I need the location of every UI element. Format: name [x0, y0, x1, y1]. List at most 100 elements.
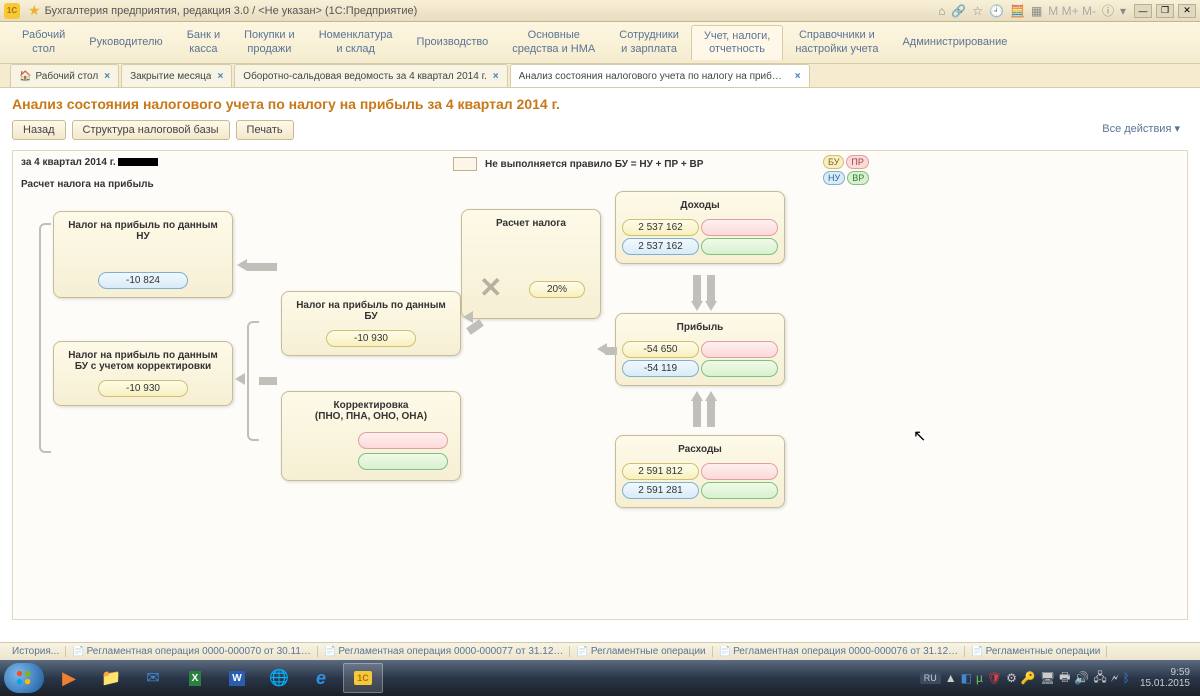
tab-0[interactable]: 🏠Рабочий стол× — [10, 64, 119, 87]
tray-flag-icon[interactable]: ▲ — [945, 671, 957, 685]
status-item-0[interactable]: История... — [6, 646, 66, 657]
language-indicator[interactable]: RU — [920, 672, 941, 684]
legend-vr: ВР — [847, 171, 869, 185]
tab-close-icon[interactable]: × — [493, 71, 499, 82]
nav-item-8[interactable]: Учет, налоги,отчетность — [691, 25, 783, 60]
dropdown-icon[interactable]: ▾ — [1120, 4, 1126, 18]
calc-icon[interactable]: 🧮 — [1010, 4, 1025, 18]
arrow-head — [705, 391, 717, 401]
legend-bu: БУ — [823, 155, 844, 169]
start-button[interactable] — [4, 663, 44, 693]
tray-volume-icon[interactable]: 🔊 — [1074, 671, 1089, 685]
status-item-2[interactable]: 📄Регламентная операция 0000-000077 от 31… — [318, 646, 571, 657]
tray-key-icon[interactable]: 🔑 — [1021, 671, 1036, 685]
nav-item-10[interactable]: Администрирование — [890, 32, 1019, 53]
node-tax-bu[interactable]: Налог на прибыль по данным БУ -10 930 — [281, 291, 461, 356]
expense-bu: 2 591 812 — [622, 463, 699, 480]
tray-app-icon[interactable]: ◧ — [961, 671, 972, 685]
nav-item-4[interactable]: Номенклатураи склад — [307, 25, 405, 59]
tab-close-icon[interactable]: × — [795, 71, 801, 82]
node-correction[interactable]: Корректировка (ПНО, ПНА, ОНО, ОНА) — [281, 391, 461, 481]
legend-pr: ПР — [846, 155, 868, 169]
tray-torrent-icon[interactable]: µ — [976, 671, 983, 685]
structure-button[interactable]: Структура налоговой базы — [72, 120, 230, 140]
taskbar-ie-icon[interactable]: e — [301, 663, 341, 693]
tab-close-icon[interactable]: × — [217, 71, 223, 82]
rule-indicator: Не выполняется правило БУ = НУ + ПР + ВР — [453, 157, 703, 171]
tab-close-icon[interactable]: × — [104, 71, 110, 82]
nav-item-1[interactable]: Руководителю — [77, 32, 174, 53]
system-tray: RU ▲ ◧ µ 🛡 ⚙ 🔑 🖥 🖶 🔊 🖧 🗲 ᛒ 9:59 15.01.20… — [920, 667, 1196, 689]
taskbar-media-icon[interactable]: ▶ — [49, 663, 89, 693]
cursor-icon: ↖ — [913, 426, 926, 446]
value-tax-nu: -10 824 — [98, 272, 188, 289]
all-actions-menu[interactable]: Все действия ▾ — [1102, 122, 1180, 135]
tray-shield-icon[interactable]: 🛡 — [987, 671, 1002, 685]
nav-item-0[interactable]: Рабочийстол — [10, 25, 77, 59]
nav-item-7[interactable]: Сотрудникии зарплата — [607, 25, 691, 59]
back-button[interactable]: Назад — [12, 120, 66, 140]
value-tax-bu-corr: -10 930 — [98, 380, 188, 397]
page-title: Анализ состояния налогового учета по нал… — [12, 96, 1188, 112]
tab-3[interactable]: Анализ состояния налогового учета по нал… — [510, 64, 810, 87]
taskbar-clock[interactable]: 9:59 15.01.2015 — [1134, 667, 1196, 689]
m-icon[interactable]: M M+ M- — [1048, 4, 1096, 18]
node-tax-bu-corr[interactable]: Налог на прибыль по данным БУ с учетом к… — [53, 341, 233, 406]
tray-network-icon[interactable]: 🖧 — [1093, 668, 1106, 689]
status-item-4[interactable]: 📄Регламентная операция 0000-000076 от 31… — [713, 646, 966, 657]
titlebar-tools: ⌂ 🔗 ☆ 🕘 🧮 ▦ M M+ M- ⓘ ▾ — [938, 2, 1126, 19]
tray-printer-icon[interactable]: 🖶 — [1059, 668, 1070, 689]
status-item-1[interactable]: 📄Регламентная операция 0000-000070 от 30… — [66, 646, 318, 657]
expense-nu: 2 591 281 — [622, 482, 699, 499]
maximize-button[interactable]: ❐ — [1156, 4, 1174, 18]
node-expense[interactable]: Расходы 2 591 812 2 591 281 — [615, 435, 785, 508]
main-navigation: РабочийстолРуководителюБанк икассаПокупк… — [0, 22, 1200, 64]
toolbar: Назад Структура налоговой базы Печать — [12, 120, 1188, 140]
info-icon[interactable]: ⓘ — [1102, 2, 1114, 19]
node-profit[interactable]: Прибыль -54 650 -54 119 — [615, 313, 785, 386]
favorite-icon[interactable]: ★ — [28, 2, 41, 19]
taskbar-explorer-icon[interactable]: 📁 — [91, 663, 131, 693]
window-titlebar: 1С ★ Бухгалтерия предприятия, редакция 3… — [0, 0, 1200, 22]
taskbar-word-icon[interactable]: W — [217, 663, 257, 693]
tray-battery-icon[interactable]: 🗲 — [1111, 671, 1119, 686]
nav-item-5[interactable]: Производство — [405, 32, 501, 53]
tray-gear-icon[interactable]: ⚙ — [1006, 671, 1017, 685]
grid-icon[interactable]: ▦ — [1031, 4, 1042, 18]
profit-nu: -54 119 — [622, 360, 699, 377]
income-nu: 2 537 162 — [622, 238, 699, 255]
diagram-subtitle: Расчет налога на прибыль — [21, 179, 154, 190]
close-button[interactable]: ✕ — [1178, 4, 1196, 18]
value-pct: 20% — [529, 281, 585, 298]
nav-item-3[interactable]: Покупки ипродажи — [232, 25, 307, 59]
period-label: за 4 квартал 2014 г. — [21, 157, 158, 168]
star-icon[interactable]: ☆ — [972, 4, 983, 18]
arrow — [247, 263, 277, 271]
nav-item-9[interactable]: Справочники инастройки учета — [783, 25, 890, 59]
taskbar-excel-icon[interactable]: X — [175, 663, 215, 693]
tray-monitor-icon[interactable]: 🖥 — [1040, 671, 1055, 685]
arrow — [707, 397, 715, 427]
windows-taskbar: ▶ 📁 ✉ X W 🌐 e 1С RU ▲ ◧ µ 🛡 ⚙ 🔑 🖥 🖶 🔊 🖧 … — [0, 660, 1200, 696]
document-tabs: 🏠Рабочий стол×Закрытие месяца×Оборотно-с… — [0, 64, 1200, 88]
history-icon[interactable]: 🕘 — [989, 4, 1004, 18]
home-icon[interactable]: ⌂ — [938, 4, 945, 18]
taskbar-thunderbird-icon[interactable]: ✉ — [133, 663, 173, 693]
value-corr-vr — [358, 453, 448, 470]
tab-1[interactable]: Закрытие месяца× — [121, 64, 232, 87]
income-bu: 2 537 162 — [622, 219, 699, 236]
link-icon[interactable]: 🔗 — [951, 4, 966, 18]
nav-item-2[interactable]: Банк икасса — [175, 25, 232, 59]
node-tax-nu[interactable]: Налог на прибыль по данным НУ -10 824 — [53, 211, 233, 298]
status-item-5[interactable]: 📄Регламентные операции — [965, 646, 1107, 657]
profit-bu: -54 650 — [622, 341, 699, 358]
taskbar-1c-icon[interactable]: 1С — [343, 663, 383, 693]
print-button[interactable]: Печать — [236, 120, 294, 140]
status-item-3[interactable]: 📄Регламентные операции — [570, 646, 712, 657]
tab-2[interactable]: Оборотно-сальдовая ведомость за 4 кварта… — [234, 64, 507, 87]
nav-item-6[interactable]: Основныесредства и НМА — [500, 25, 607, 59]
taskbar-chrome-icon[interactable]: 🌐 — [259, 663, 299, 693]
tray-bluetooth-icon[interactable]: ᛒ — [1123, 671, 1130, 685]
minimize-button[interactable]: — — [1134, 4, 1152, 18]
node-income[interactable]: Доходы 2 537 162 2 537 162 — [615, 191, 785, 264]
